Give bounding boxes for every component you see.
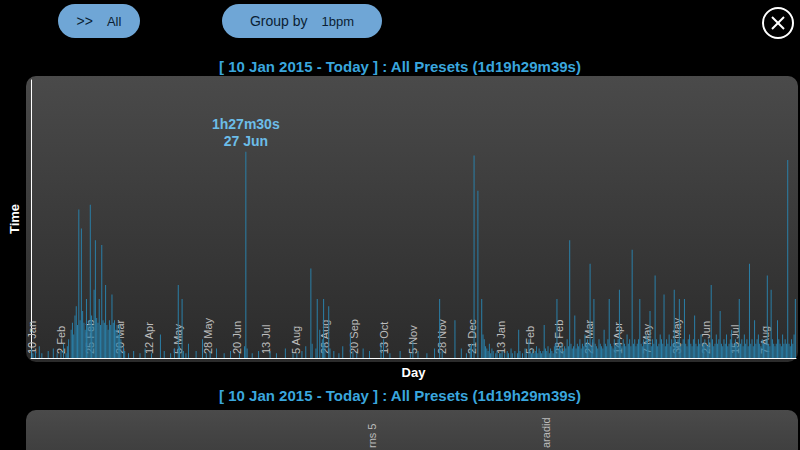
html-text:aradid: aradid: [540, 417, 552, 448]
svg-text:13 Jul: 13 Jul: [260, 325, 272, 354]
svg-text:21 Dec: 21 Dec: [465, 319, 478, 354]
svg-text:Day: Day: [402, 365, 427, 380]
svg-text:20 Jun: 20 Jun: [231, 321, 243, 354]
svg-text:1h27m30s: 1h27m30s: [212, 116, 280, 132]
svg-text:5 Nov: 5 Nov: [406, 325, 419, 354]
html-text:[ 10 Jan 2015 - Today ] : All: [ 10 Jan 2015 - Today ] : All Presets (1…: [219, 387, 581, 404]
svg-text:13 Oct: 13 Oct: [377, 321, 390, 354]
svg-text:27 Jun: 27 Jun: [224, 133, 268, 149]
svg-text:20 Sep: 20 Sep: [348, 319, 361, 354]
svg-text:7 Aug: 7 Aug: [758, 325, 771, 354]
svg-text:Time: Time: [7, 204, 22, 234]
html-text:rns 5: rns 5: [366, 423, 378, 448]
svg-text:7 May: 7 May: [641, 324, 654, 354]
svg-text:2 Feb: 2 Feb: [55, 326, 67, 354]
svg-text:14 Apr: 14 Apr: [612, 322, 625, 354]
html-text:All: All: [107, 13, 122, 29]
svg-text:5 Feb: 5 Feb: [524, 326, 536, 354]
svg-text:30 May: 30 May: [670, 317, 683, 354]
svg-text:13 Jan: 13 Jan: [495, 321, 507, 354]
html-text:Group by: Group by: [249, 13, 308, 29]
svg-text:28 Nov: 28 Nov: [436, 319, 448, 354]
svg-text:5 Aug: 5 Aug: [290, 326, 302, 354]
svg-text:12 Apr: 12 Apr: [142, 322, 155, 354]
svg-text:10 Jan: 10 Jan: [25, 321, 38, 354]
svg-text:[ 10 Jan 2015 - Today ] : All: [ 10 Jan 2015 - Today ] : All Presets (1…: [219, 58, 581, 75]
svg-text:28 Feb: 28 Feb: [553, 319, 566, 354]
html-text:1bpm: 1bpm: [321, 13, 355, 29]
svg-text:28 May: 28 May: [202, 317, 214, 354]
svg-text:22 Jun: 22 Jun: [700, 321, 713, 354]
